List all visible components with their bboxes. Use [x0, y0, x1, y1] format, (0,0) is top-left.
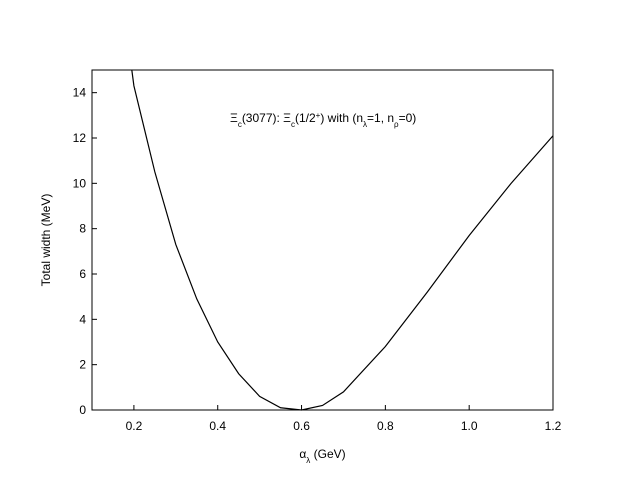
annotation-part: c	[291, 120, 295, 129]
y-tick-label: 8	[79, 222, 86, 236]
data-line	[131, 69, 554, 411]
y-tick-label: 0	[79, 403, 86, 417]
x-tick-label: 0.6	[293, 419, 310, 433]
annotation-part: ) with (n	[320, 111, 363, 125]
y-axis-label: Total width (MeV)	[39, 194, 53, 287]
annotation: Ξc(3077): Ξc(1/2+) with (nλ=1, nρ=0)	[230, 111, 416, 129]
x-tick-label: 1.2	[545, 419, 562, 433]
x-tick-label: 0.8	[377, 419, 394, 433]
x-axis-label-part: λ	[306, 456, 310, 465]
annotation-part: =1, n	[367, 111, 394, 125]
y-tick-label: 14	[73, 86, 87, 100]
y-tick-label: 6	[79, 267, 86, 281]
y-tick-label: 12	[73, 131, 87, 145]
annotation-part: =0)	[399, 111, 417, 125]
y-tick-label: 10	[73, 176, 87, 190]
x-axis-label: αλ (GeV)	[299, 447, 345, 465]
x-tick-label: 0.4	[209, 419, 226, 433]
plot-frame	[91, 69, 554, 411]
y-tick-label: 4	[79, 312, 86, 326]
annotation-part: (1/2	[295, 111, 316, 125]
x-tick-label: 1.0	[461, 419, 478, 433]
y-tick-label: 2	[79, 358, 86, 372]
x-axis-label-part: α	[299, 447, 306, 461]
x-axis-label-part: (GeV)	[310, 447, 345, 461]
x-tick-label: 0.2	[126, 419, 143, 433]
annotation-part: Ξ	[230, 111, 238, 125]
annotation-part: c	[238, 120, 242, 129]
annotation-part: (3077): Ξ	[242, 111, 291, 125]
annotation-part: ρ	[394, 120, 399, 129]
annotation-part: +	[316, 111, 321, 120]
annotation-part: λ	[363, 120, 367, 129]
